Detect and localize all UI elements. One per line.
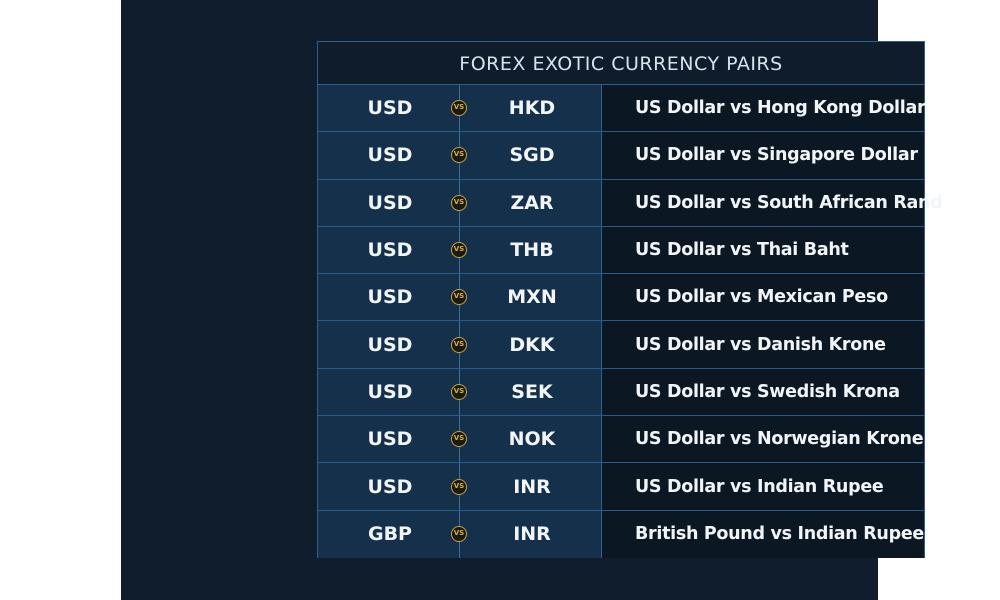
pair-cell: USD VS INR — [318, 463, 602, 510]
description-cell: British Pound vs Indian Rupee — [602, 510, 924, 558]
quote-currency: HKD — [508, 97, 556, 120]
table-row: USD VS HKD US Dollar vs Hong Kong Dollar — [318, 85, 926, 133]
pair-description: US Dollar vs Singapore Dollar — [635, 145, 918, 166]
vs-badge-icon: VS — [451, 100, 467, 117]
description-cell: US Dollar vs Thai Baht — [602, 226, 924, 274]
pair-description: US Dollar vs South African Rand — [635, 192, 943, 213]
vs-badge-icon: VS — [451, 383, 467, 400]
base-currency: USD — [367, 428, 413, 451]
pair-description: US Dollar vs Mexican Peso — [635, 287, 888, 308]
pair-description: US Dollar vs Danish Krone — [635, 334, 886, 355]
quote-currency: MXN — [507, 286, 557, 309]
pair-cell: USD VS MXN — [318, 274, 602, 321]
table-row: GBP VS INR British Pound vs Indian Rupee — [318, 510, 924, 558]
base-currency: USD — [367, 475, 413, 498]
background-panel: FOREX EXOTIC CURRENCY PAIRS USD VS HKD U… — [121, 0, 943, 600]
table-row: USD VS THB US Dollar vs Thai Baht — [318, 226, 924, 275]
table-row: USD VS INR US Dollar vs Indian Rupee — [318, 463, 924, 511]
currency-pairs-table: FOREX EXOTIC CURRENCY PAIRS USD VS HKD U… — [317, 41, 943, 558]
quote-currency: NOK — [508, 428, 556, 451]
table-row: USD VS ZAR US Dollar vs South African Ra… — [318, 179, 943, 227]
pair-cell: USD VS HKD — [318, 85, 602, 132]
vs-badge-icon: VS — [451, 242, 467, 259]
pair-description: US Dollar vs Hong Kong Dollar — [635, 98, 926, 119]
pair-description: British Pound vs Indian Rupee — [635, 524, 924, 545]
pair-cell: USD VS ZAR — [318, 179, 602, 226]
quote-currency: THB — [510, 239, 554, 262]
base-currency: USD — [367, 286, 413, 309]
base-currency: USD — [367, 333, 413, 356]
table-row: USD VS SEK US Dollar vs Swedish Krona — [318, 368, 924, 417]
pair-description: US Dollar vs Indian Rupee — [635, 476, 884, 497]
base-currency: USD — [367, 239, 413, 262]
quote-currency: SGD — [509, 144, 555, 167]
description-cell: US Dollar vs Danish Krone — [602, 321, 924, 368]
table-row: USD VS MXN US Dollar vs Mexican Peso — [318, 274, 924, 322]
pair-description: US Dollar vs Norwegian Krone — [635, 429, 924, 450]
vs-badge-icon: VS — [451, 147, 467, 164]
description-cell: US Dollar vs Swedish Krona — [602, 368, 924, 416]
base-currency: GBP — [367, 523, 412, 546]
base-currency: USD — [367, 380, 413, 403]
quote-currency: INR — [513, 475, 551, 498]
pair-cell: GBP VS INR — [318, 510, 602, 558]
base-currency: USD — [367, 97, 413, 120]
vs-badge-icon: VS — [451, 478, 467, 495]
vs-badge-icon: VS — [451, 289, 467, 306]
description-cell: US Dollar vs Norwegian Krone — [602, 416, 924, 463]
table-row: USD VS DKK US Dollar vs Danish Krone — [318, 321, 924, 369]
description-cell: US Dollar vs Hong Kong Dollar — [602, 85, 926, 132]
pair-cell: USD VS SGD — [318, 132, 602, 179]
pair-cell: USD VS NOK — [318, 416, 602, 463]
pair-description: US Dollar vs Thai Baht — [635, 240, 849, 261]
pair-description: US Dollar vs Swedish Krona — [635, 381, 900, 402]
description-cell: US Dollar vs Indian Rupee — [602, 463, 924, 510]
pair-cell: USD VS DKK — [318, 321, 602, 368]
pair-cell: USD VS SEK — [318, 368, 602, 416]
description-cell: US Dollar vs Mexican Peso — [602, 274, 924, 321]
vs-badge-icon: VS — [451, 336, 467, 353]
vs-badge-icon: VS — [451, 526, 467, 543]
table-row: USD VS NOK US Dollar vs Norwegian Krone — [318, 416, 924, 464]
quote-currency: INR — [513, 523, 551, 546]
description-cell: US Dollar vs Singapore Dollar — [602, 132, 924, 179]
vs-badge-icon: VS — [451, 431, 467, 448]
quote-currency: ZAR — [510, 191, 554, 214]
vs-badge-icon: VS — [451, 194, 467, 211]
table-row: USD VS SGD US Dollar vs Singapore Dollar — [318, 132, 924, 180]
base-currency: USD — [367, 144, 413, 167]
quote-currency: DKK — [509, 333, 555, 356]
table-title: FOREX EXOTIC CURRENCY PAIRS — [318, 42, 924, 85]
base-currency: USD — [367, 191, 413, 214]
description-cell: US Dollar vs South African Rand — [602, 179, 943, 226]
pair-cell: USD VS THB — [318, 226, 602, 274]
quote-currency: SEK — [511, 380, 553, 403]
